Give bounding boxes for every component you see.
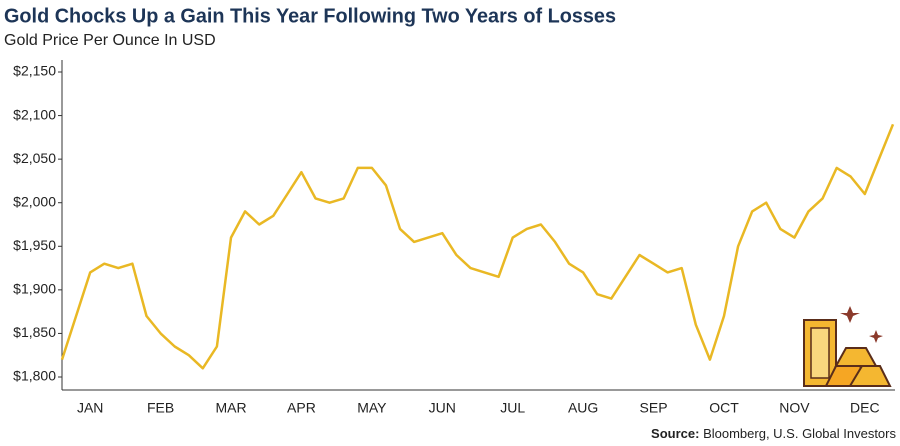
x-tick-label: FEB — [147, 400, 174, 416]
chart-title: Gold Chocks Up a Gain This Year Followin… — [4, 5, 616, 27]
x-tick-label: JAN — [77, 400, 103, 416]
source: Source: Bloomberg, U.S. Global Investors — [651, 426, 896, 441]
source-label: Source: — [651, 426, 699, 441]
y-tick-label: $2,050 — [13, 150, 56, 166]
y-tick-label: $2,150 — [13, 63, 56, 79]
x-tick-label: SEP — [640, 400, 668, 416]
y-tick-label: $2,000 — [13, 193, 56, 209]
x-tick-label: AUG — [568, 400, 598, 416]
y-tick-label: $1,950 — [13, 237, 56, 253]
x-tick-label: MAR — [215, 400, 246, 416]
chart-subtitle: Gold Price Per Ounce In USD — [4, 32, 216, 49]
gold-bars-icon — [803, 306, 892, 387]
x-tick-label: APR — [287, 400, 316, 416]
x-tick-label: OCT — [709, 400, 739, 416]
x-tick-label: JUN — [429, 400, 456, 416]
y-tick-label: $1,850 — [13, 324, 56, 340]
y-tick-label: $1,900 — [13, 281, 56, 297]
x-tick-label: NOV — [779, 400, 810, 416]
line — [60, 123, 895, 370]
y-tick-label: $1,800 — [13, 368, 56, 384]
x-tick-label: JUL — [500, 400, 525, 416]
source-text: Bloomberg, U.S. Global Investors — [703, 426, 896, 441]
x-tick-label: DEC — [850, 400, 880, 416]
y-tick-label: $2,100 — [13, 106, 56, 122]
x-tick-label: MAY — [357, 400, 387, 416]
